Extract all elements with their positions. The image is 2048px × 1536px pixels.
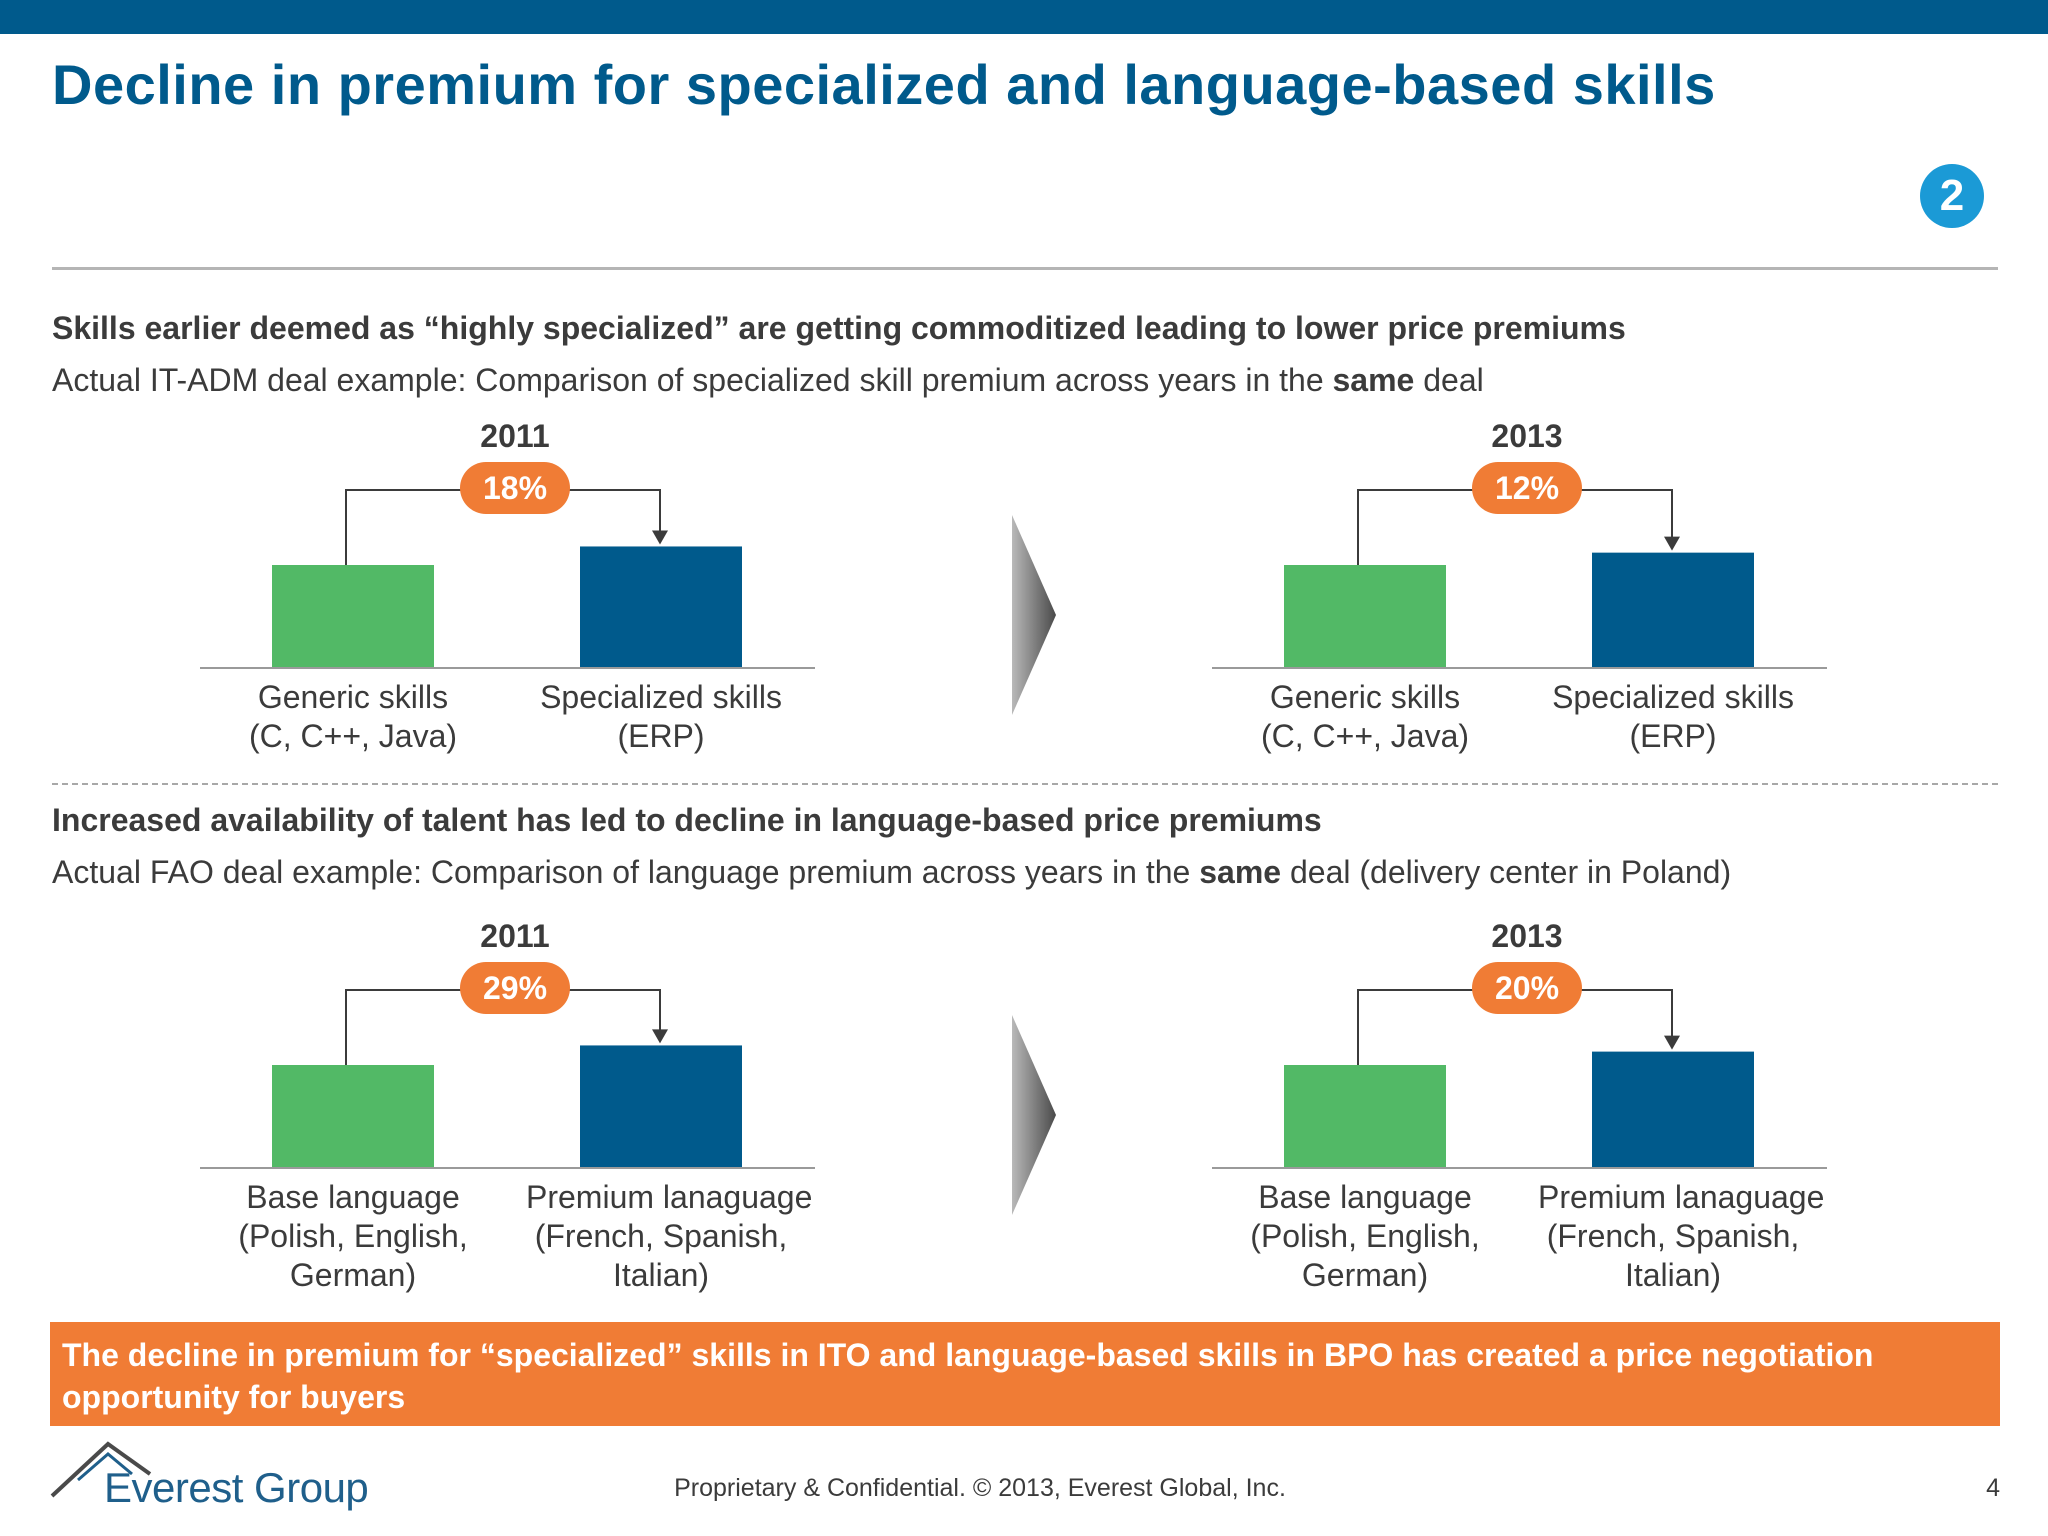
section-1-heading: Skills earlier deemed as “highly special… bbox=[52, 310, 1626, 346]
arrow-down-icon bbox=[652, 1029, 668, 1044]
bar-chart bbox=[200, 989, 815, 1169]
section-divider bbox=[52, 783, 1998, 785]
chart-panel-2011-skills: 2011 18% Generic skills (C, C++, Java) Speci… bbox=[200, 418, 820, 818]
section-2-heading: Increased availability of talent has led… bbox=[52, 802, 1322, 838]
top-band bbox=[0, 0, 2048, 34]
category-label-line: German) bbox=[1301, 1257, 1429, 1293]
section-2-subtitle-start: Actual FAO deal example: Comparison of l… bbox=[52, 854, 1200, 890]
logo-wordmark: Everest Group bbox=[104, 1464, 369, 1511]
category-label-line: (ERP) bbox=[617, 718, 705, 754]
category-label-line: (Polish, English, bbox=[1250, 1218, 1480, 1254]
category-label-line: Italian) bbox=[1624, 1257, 1722, 1293]
category-label-line: Premium lanaguage bbox=[526, 1179, 813, 1215]
premium-badge: 18% bbox=[460, 462, 570, 514]
bar-baseline bbox=[1284, 1065, 1446, 1168]
bar-chart bbox=[1212, 989, 1827, 1169]
arrow-down-icon bbox=[652, 530, 668, 545]
category-label-premium: Premium lanaguage (French, Spanish, Italia… bbox=[526, 1178, 813, 1295]
category-label-line: (ERP) bbox=[1629, 718, 1717, 754]
category-label-line: (French, Spanish, bbox=[534, 1218, 788, 1254]
slide-title: Decline in premium for specialized and l… bbox=[52, 53, 1716, 116]
category-label-line: Specialized skills bbox=[1552, 679, 1794, 715]
premium-badge: 29% bbox=[460, 962, 570, 1014]
chart-panel-2013-skills: 2013 12% Generic skills (C, C++, Java) Speci… bbox=[1212, 418, 1832, 818]
premium-badge: 12% bbox=[1472, 462, 1582, 514]
category-label-premium: Specialized skills (ERP) bbox=[1538, 678, 1808, 756]
chevron-right-icon bbox=[1012, 1015, 1056, 1215]
chart-year-label: 2011 bbox=[480, 918, 550, 954]
bar-premium bbox=[1592, 552, 1754, 668]
arrow-down-icon bbox=[1664, 536, 1680, 551]
bar-chart bbox=[200, 489, 815, 669]
category-label-line: (Polish, English, bbox=[238, 1218, 468, 1254]
category-label-line: Premium lanaguage bbox=[1538, 1179, 1825, 1215]
category-label-premium: Specialized skills (ERP) bbox=[526, 678, 796, 756]
chart-panel-2011-language: 2011 29% Base language (Polish, English, Ger… bbox=[200, 918, 820, 1318]
section-2-subtitle: Actual FAO deal example: Comparison of l… bbox=[52, 854, 1731, 891]
category-label-base: Generic skills (C, C++, Java) bbox=[1230, 678, 1500, 756]
bar-premium bbox=[580, 546, 742, 668]
category-label-base: Base language (Polish, English, German) bbox=[218, 1178, 488, 1295]
section-1-subtitle-start: Actual IT-ADM deal example: Comparison o… bbox=[52, 362, 1333, 398]
everest-group-logo: Everest Group bbox=[50, 1440, 369, 1520]
chart-year-label: 2013 bbox=[1491, 418, 1563, 454]
copyright-notice: Proprietary & Confidential. © 2013, Ever… bbox=[674, 1474, 1286, 1502]
chart-year-label: 2013 bbox=[1491, 918, 1563, 954]
category-label-line: German) bbox=[289, 1257, 417, 1293]
key-takeaway-callout: The decline in premium for “specialized”… bbox=[50, 1322, 2000, 1426]
section-2-subtitle-end: deal (delivery center in Poland) bbox=[1281, 854, 1732, 890]
category-label-base: Generic skills (C, C++, Java) bbox=[218, 678, 488, 756]
premium-badge: 20% bbox=[1472, 962, 1582, 1014]
category-label-line: (C, C++, Java) bbox=[248, 718, 458, 754]
bar-baseline bbox=[272, 565, 434, 668]
page-number: 4 bbox=[1986, 1474, 2000, 1502]
bar-premium bbox=[1592, 1051, 1754, 1168]
chart-panel-2013-language: 2013 20% Base language (Polish, English, Ger… bbox=[1212, 918, 1832, 1318]
category-label-line: (French, Spanish, bbox=[1546, 1218, 1800, 1254]
category-label-line: (C, C++, Java) bbox=[1260, 718, 1470, 754]
category-label-line: Specialized skills bbox=[540, 679, 782, 715]
chart-year-label: 2011 bbox=[480, 418, 550, 454]
category-label-line: Generic skills bbox=[257, 679, 449, 715]
section-number-badge: 2 bbox=[1920, 164, 1984, 228]
section-2-subtitle-emphasis: same bbox=[1199, 854, 1282, 890]
arrow-down-icon bbox=[1664, 1035, 1680, 1050]
header-divider bbox=[52, 267, 1998, 270]
chevron-right-icon bbox=[1012, 515, 1056, 715]
section-1-subtitle: Actual IT-ADM deal example: Comparison o… bbox=[52, 362, 1484, 399]
section-1-subtitle-end: deal bbox=[1414, 362, 1484, 398]
section-1-subtitle-emphasis: same bbox=[1332, 362, 1415, 398]
bar-chart bbox=[1212, 489, 1827, 669]
bar-baseline bbox=[1284, 565, 1446, 668]
bar-premium bbox=[580, 1045, 742, 1168]
category-label-line: Generic skills bbox=[1269, 679, 1461, 715]
mountain-logo-icon bbox=[50, 1441, 152, 1498]
category-label-line: Base language bbox=[246, 1179, 460, 1215]
category-label-premium: Premium lanaguage (French, Spanish, Italia… bbox=[1538, 1178, 1825, 1295]
category-label-line: Base language bbox=[1258, 1179, 1472, 1215]
category-label-line: Italian) bbox=[612, 1257, 710, 1293]
category-label-base: Base language (Polish, English, German) bbox=[1230, 1178, 1500, 1295]
bar-baseline bbox=[272, 1065, 434, 1168]
